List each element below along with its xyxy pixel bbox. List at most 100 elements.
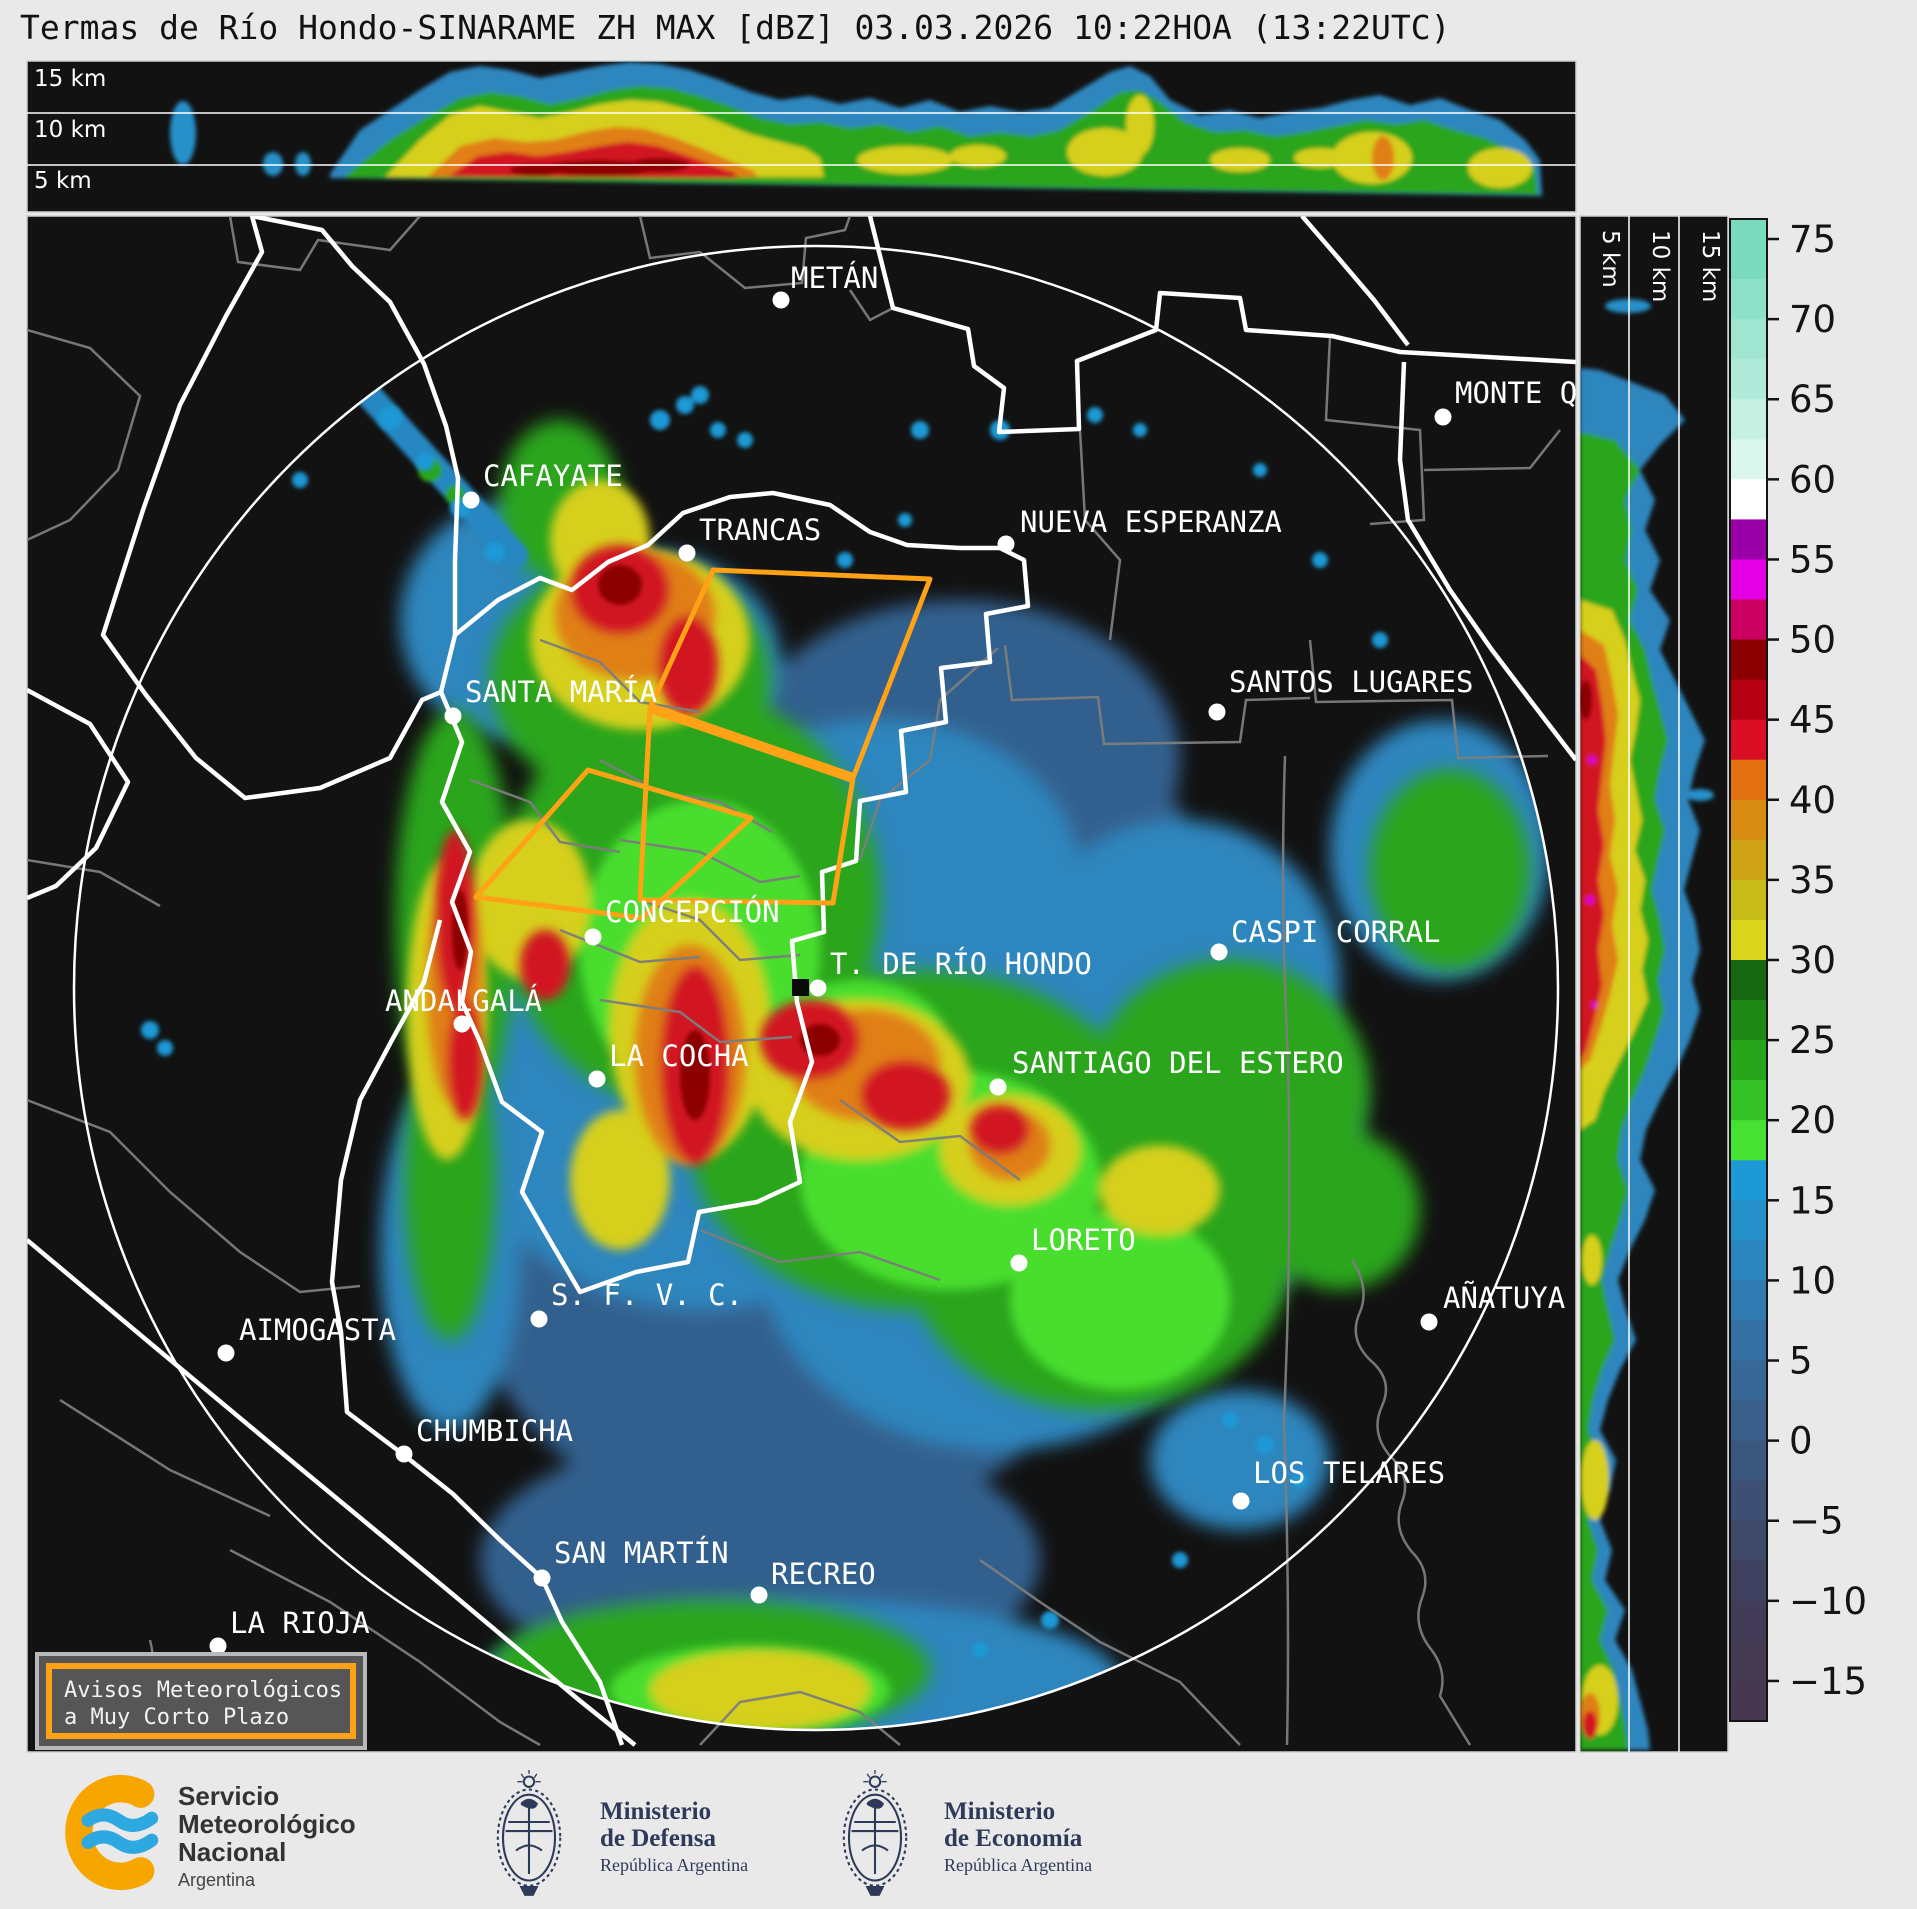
warning-polygons bbox=[473, 567, 933, 921]
colorbar-tick-label: −5 bbox=[1789, 1500, 1844, 1543]
defensa-sub: República Argentina bbox=[600, 1855, 749, 1875]
warning-box: Avisos Meteorológicos a Muy Corto Plazo bbox=[35, 1652, 367, 1750]
economia-line2: de Economía bbox=[944, 1825, 1083, 1852]
city-dot bbox=[584, 928, 602, 946]
colorbar-tick-label: 15 bbox=[1789, 1179, 1836, 1222]
economia-line1: Ministerio bbox=[944, 1798, 1056, 1825]
city-dot bbox=[750, 1586, 768, 1604]
economia-wordmark: Ministerio de Economía República Argenti… bbox=[944, 1798, 1092, 1876]
city-dot bbox=[678, 544, 696, 562]
city-dot bbox=[453, 1015, 471, 1033]
city-label: LA RIOJA bbox=[230, 1606, 370, 1640]
city-label: CONCEPCIÓN bbox=[605, 895, 780, 929]
city-dot bbox=[1434, 408, 1452, 426]
defensa-line2: de Defensa bbox=[600, 1825, 716, 1852]
colorbar-tick-label: 10 bbox=[1789, 1259, 1836, 1302]
colorbar-tick-label: 40 bbox=[1789, 779, 1836, 822]
city-label: ANDALGALÁ bbox=[385, 984, 542, 1018]
colorbar-tick-label: −15 bbox=[1789, 1660, 1867, 1703]
province-borders bbox=[27, 216, 1576, 1747]
radar-figure: 15 km 10 km 5 km bbox=[26, 60, 1867, 1753]
warning-box-line1: Avisos Meteorológicos bbox=[64, 1678, 343, 1703]
colorbar-bands bbox=[1730, 219, 1767, 1722]
colorbar-band bbox=[1730, 479, 1767, 520]
city-dot bbox=[1232, 1492, 1250, 1510]
top-axis-label-15km: 15 km bbox=[34, 66, 106, 92]
colorbar-band bbox=[1730, 1200, 1767, 1241]
smn-line1: Servicio bbox=[178, 1781, 280, 1811]
city-label: AIMOGASTA bbox=[239, 1313, 396, 1347]
colorbar-band bbox=[1730, 879, 1767, 921]
colorbar-band bbox=[1730, 359, 1767, 400]
city-dot bbox=[809, 979, 827, 997]
colorbar-band bbox=[1730, 1440, 1767, 1482]
colorbar-band bbox=[1730, 439, 1767, 480]
colorbar-band bbox=[1730, 1520, 1767, 1562]
range-ring bbox=[72, 244, 1560, 1732]
colorbar-band bbox=[1730, 1000, 1767, 1041]
colorbar-band bbox=[1730, 599, 1767, 641]
colorbar-band bbox=[1730, 1040, 1767, 1081]
colorbar-tick-label: 20 bbox=[1789, 1099, 1836, 1142]
city-label: SANTIAGO DEL ESTERO bbox=[1012, 1046, 1344, 1080]
map-panel: METÁN MONTE Q CAFAYATE TRANCAS NUEVA ESPERAN… bbox=[26, 215, 1577, 1753]
colorbar-band bbox=[1730, 279, 1767, 320]
colorbar-band bbox=[1730, 959, 1767, 1001]
city-dot bbox=[1208, 703, 1226, 721]
right-axis-label-5km: 5 km bbox=[1597, 230, 1623, 288]
city-label: CHUMBICHA bbox=[416, 1414, 573, 1448]
city-label: SANTA MARÍA bbox=[465, 675, 657, 709]
top-axis-label-5km: 5 km bbox=[34, 168, 92, 194]
colorbar-tick-label: 75 bbox=[1789, 218, 1836, 261]
colorbar-band bbox=[1730, 719, 1767, 761]
city-dot bbox=[997, 535, 1015, 553]
colorbar-tick-label: 25 bbox=[1789, 1019, 1836, 1062]
colorbar-tick-label: 35 bbox=[1789, 859, 1836, 902]
colorbar-band bbox=[1730, 1640, 1767, 1682]
city-label: T. DE RÍO HONDO bbox=[830, 947, 1092, 981]
colorbar-band bbox=[1730, 1400, 1767, 1442]
city-label: S. F. V. C. bbox=[551, 1278, 743, 1312]
city-dot bbox=[395, 1445, 413, 1463]
colorbar-band bbox=[1730, 1080, 1767, 1121]
colorbar-band bbox=[1730, 639, 1767, 681]
city-dot bbox=[588, 1070, 606, 1088]
city-label: CAFAYATE bbox=[483, 459, 623, 493]
city-dot bbox=[462, 491, 480, 509]
right-axis-label-10km: 10 km bbox=[1647, 230, 1673, 302]
page-title: Termas de Río Hondo-SINARAME ZH MAX [dBZ… bbox=[20, 8, 1451, 47]
city-label: MONTE Q bbox=[1455, 376, 1577, 410]
city-dot bbox=[533, 1569, 551, 1587]
colorbar-band bbox=[1730, 1320, 1767, 1362]
economia-sub: República Argentina bbox=[944, 1855, 1093, 1875]
colorbar-band bbox=[1730, 679, 1767, 721]
warning-box-inner: Avisos Meteorológicos a Muy Corto Plazo bbox=[46, 1663, 356, 1739]
city-dot bbox=[772, 291, 790, 309]
smn-wordmark: Servicio Meteorológico Nacional Argentin… bbox=[178, 1782, 356, 1891]
city-dot bbox=[1420, 1313, 1438, 1331]
city-label: TRANCAS bbox=[699, 513, 821, 547]
warning-polygon bbox=[473, 767, 754, 921]
colorbar-tick-label: 5 bbox=[1789, 1340, 1813, 1383]
city-label: LOS TELARES bbox=[1253, 1456, 1445, 1490]
smn-line2: Meteorológico bbox=[178, 1809, 356, 1839]
top-cross-section-echoes bbox=[27, 62, 1576, 196]
defensa-coat-of-arms bbox=[496, 1770, 562, 1896]
colorbar-tick-label: 30 bbox=[1789, 939, 1836, 982]
colorbar-tick-label: 0 bbox=[1789, 1420, 1813, 1463]
city-label: SAN MARTÍN bbox=[554, 1536, 729, 1570]
smn-line3: Nacional bbox=[178, 1837, 287, 1867]
warning-polygon-thick-edge bbox=[648, 703, 855, 783]
footer: Servicio Meteorológico Nacional Argentin… bbox=[0, 1762, 1917, 1909]
smn-country: Argentina bbox=[178, 1870, 256, 1890]
colorbar-band bbox=[1730, 1560, 1767, 1602]
colorbar-tick-label: 55 bbox=[1789, 538, 1836, 581]
city-label: AÑATUYA bbox=[1443, 1281, 1565, 1315]
city-label: RECREO bbox=[771, 1557, 876, 1591]
colorbar-band bbox=[1730, 919, 1767, 961]
colorbar-band bbox=[1730, 319, 1767, 360]
colorbar-band bbox=[1730, 839, 1767, 881]
colorbar-band bbox=[1730, 759, 1767, 801]
